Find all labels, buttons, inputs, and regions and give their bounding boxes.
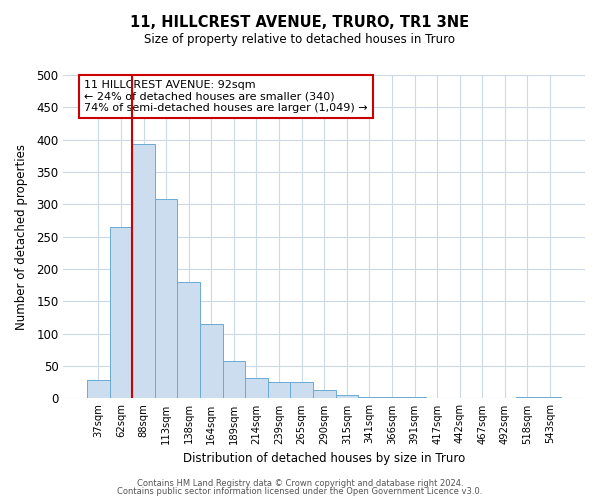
Y-axis label: Number of detached properties: Number of detached properties: [15, 144, 28, 330]
Bar: [245, 378, 268, 398]
Text: 11, HILLCREST AVENUE, TRURO, TR1 3NE: 11, HILLCREST AVENUE, TRURO, TR1 3NE: [130, 15, 470, 30]
Bar: [223, 361, 245, 399]
Bar: [403, 397, 426, 398]
Bar: [110, 227, 133, 398]
Bar: [539, 397, 561, 398]
Text: 11 HILLCREST AVENUE: 92sqm
← 24% of detached houses are smaller (340)
74% of sem: 11 HILLCREST AVENUE: 92sqm ← 24% of deta…: [85, 80, 368, 113]
Bar: [290, 382, 313, 398]
Bar: [313, 390, 335, 398]
Bar: [133, 144, 155, 399]
Bar: [87, 380, 110, 398]
Bar: [200, 324, 223, 398]
Bar: [516, 397, 539, 398]
X-axis label: Distribution of detached houses by size in Truro: Distribution of detached houses by size …: [183, 452, 466, 465]
Bar: [178, 282, 200, 399]
Bar: [268, 382, 290, 398]
Text: Contains HM Land Registry data © Crown copyright and database right 2024.: Contains HM Land Registry data © Crown c…: [137, 478, 463, 488]
Text: Contains public sector information licensed under the Open Government Licence v3: Contains public sector information licen…: [118, 487, 482, 496]
Bar: [380, 397, 403, 398]
Bar: [335, 394, 358, 398]
Text: Size of property relative to detached houses in Truro: Size of property relative to detached ho…: [145, 32, 455, 46]
Bar: [358, 397, 380, 398]
Bar: [155, 199, 178, 398]
